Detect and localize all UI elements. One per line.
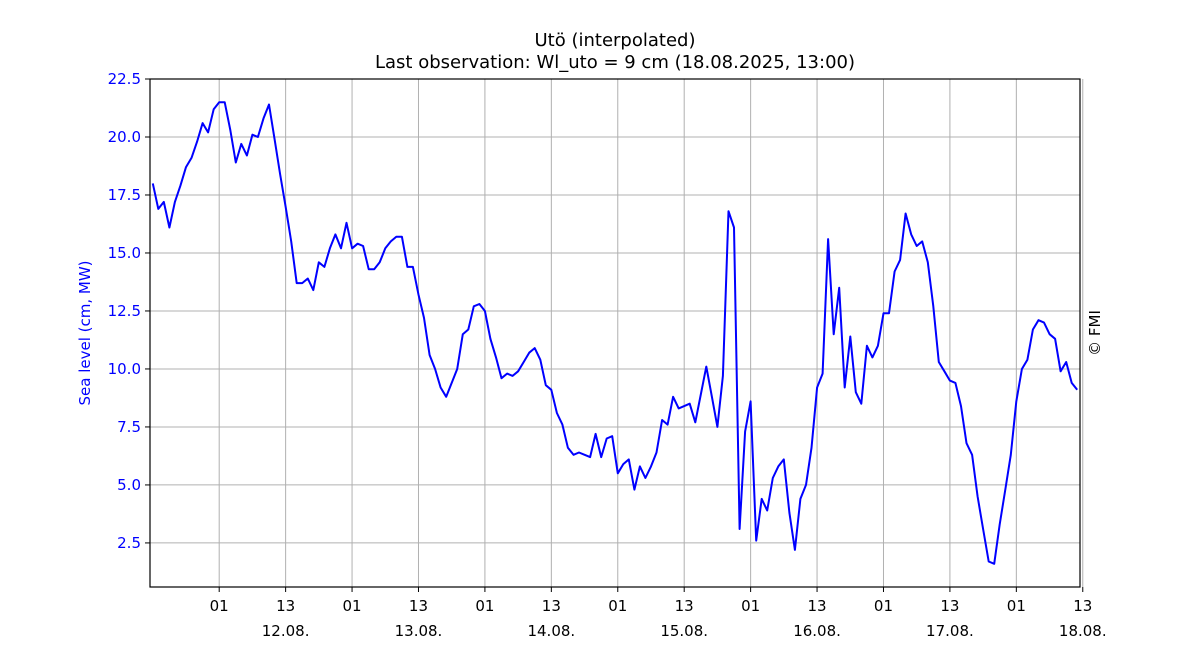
grid	[150, 78, 1084, 587]
y-tick-label: 12.5	[108, 302, 141, 320]
y-axis: 2.5 5.0 7.5 10.0 12.5 15.0 17.5 20.0 22.5	[108, 70, 150, 552]
series-layer	[151, 101, 1078, 565]
x-date-label: 14.08.	[527, 622, 575, 640]
x-tick-label: 01	[874, 597, 893, 615]
plot-frame	[149, 78, 1081, 588]
chart-title: Utö (interpolated)	[535, 30, 696, 51]
x-tick-label: 01	[475, 597, 494, 615]
chart-subtitle: Last observation: Wl_uto = 9 cm (18.08.2…	[375, 52, 855, 73]
x-date-label: 15.08.	[660, 622, 708, 640]
copyright-label: © FMI	[1086, 310, 1104, 356]
x-tick-label: 01	[741, 597, 760, 615]
x-tick-label: 13	[808, 597, 827, 615]
y-tick-label: 22.5	[108, 70, 141, 88]
x-date-label: 16.08.	[793, 622, 841, 640]
x-tick-label: 13	[276, 597, 295, 615]
x-tick-label: 13	[542, 597, 561, 615]
x-tick-label: 01	[343, 597, 362, 615]
y-tick-label: 2.5	[117, 534, 141, 552]
y-tick-label: 17.5	[108, 186, 141, 204]
y-tick-label: 20.0	[108, 128, 141, 146]
x-tick-label: 13	[675, 597, 694, 615]
x-tick-label: 13	[409, 597, 428, 615]
x-tick-label: 13	[940, 597, 959, 615]
x-tick-label: 13	[1073, 597, 1092, 615]
sea-level-line	[151, 101, 1078, 565]
y-tick-label: 7.5	[117, 418, 141, 436]
x-date-label: 13.08.	[395, 622, 443, 640]
x-tick-label: 01	[210, 597, 229, 615]
y-tick-label: 10.0	[108, 360, 141, 378]
x-date-label: 12.08.	[262, 622, 310, 640]
y-axis-label: Sea level (cm, MW)	[76, 260, 94, 405]
x-tick-label: 01	[1007, 597, 1026, 615]
y-tick-label: 5.0	[117, 476, 141, 494]
y-tick-label: 15.0	[108, 244, 141, 262]
x-date-label: 18.08.	[1059, 622, 1107, 640]
x-date-label: 17.08.	[926, 622, 974, 640]
x-axis: 01 13 12.08. 01 13 13.08. 01 13 14.08. 01 13 15.08.…	[210, 587, 1107, 640]
x-tick-label: 01	[608, 597, 627, 615]
